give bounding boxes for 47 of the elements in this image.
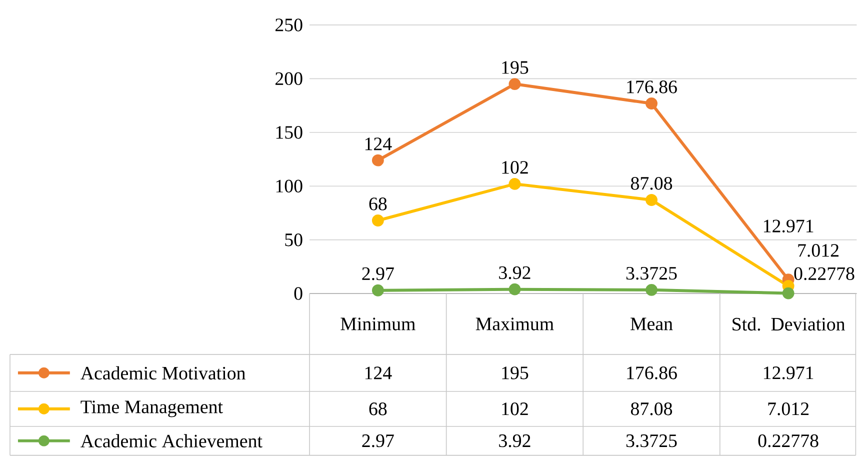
- legend-label: Time Management: [80, 400, 223, 418]
- y-tick-label: 100: [276, 180, 302, 192]
- data-label: 68: [369, 402, 387, 416]
- text: 195: [502, 61, 528, 74]
- point: [646, 284, 658, 296]
- data-label: 3.3725: [626, 434, 677, 448]
- data-label: 102: [502, 402, 528, 416]
- point: [646, 97, 658, 110]
- text: 7.012: [798, 244, 838, 257]
- data-label: 0.22778: [758, 434, 818, 448]
- text: 87.08: [630, 176, 672, 190]
- text: 124: [365, 137, 392, 150]
- y-tick-label: 250: [276, 18, 302, 32]
- data-label: 12.971: [764, 366, 814, 380]
- x-tick-label: Std. Deviation: [732, 317, 845, 331]
- data-label: 124: [365, 366, 392, 380]
- data-label: 176.86: [627, 366, 677, 380]
- x-tick-label: Maximum: [476, 318, 554, 330]
- text: 2.97: [362, 267, 394, 280]
- x-tick-label: Minimum: [340, 318, 416, 330]
- text: 3.92: [499, 266, 530, 280]
- point: [372, 154, 384, 166]
- point: [646, 194, 658, 206]
- point: [508, 283, 521, 296]
- text: 68: [369, 197, 387, 210]
- y-tick-label: 0: [294, 287, 302, 300]
- text: 12.971: [764, 220, 814, 232]
- data-label: 195: [502, 366, 528, 380]
- data-label: 7.012: [768, 402, 809, 416]
- text: 102: [502, 160, 528, 174]
- point: [508, 78, 521, 90]
- point: [372, 214, 384, 226]
- text: 0.22778: [794, 267, 854, 280]
- text: 176.86: [627, 80, 677, 94]
- data-label: 3.92: [499, 434, 530, 448]
- point: [508, 178, 521, 190]
- data-label: 87.08: [630, 402, 672, 416]
- text: 3.3725: [626, 266, 677, 280]
- point: [782, 287, 794, 300]
- y-tick-label: 150: [276, 126, 302, 139]
- legend-label: Academic Achievement: [80, 434, 262, 448]
- y-tick-label: 200: [276, 72, 302, 85]
- data-label: 2.97: [362, 434, 394, 448]
- y-tick-label: 50: [285, 233, 302, 246]
- point: [372, 284, 384, 296]
- legend-label: Academic Motivation: [80, 366, 246, 380]
- x-tick-label: Mean: [630, 318, 673, 330]
